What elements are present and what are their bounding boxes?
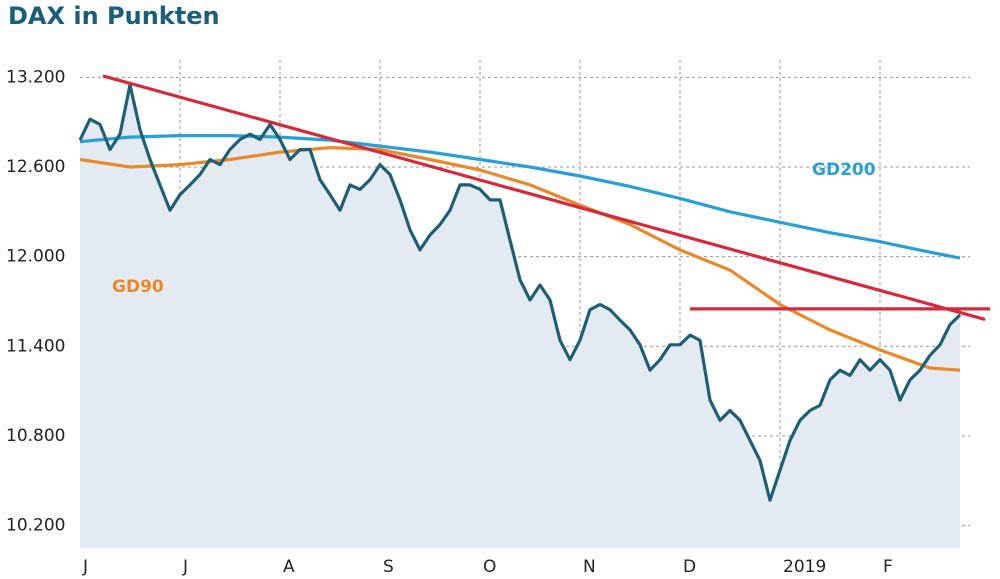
y-tick-label: 12.600 bbox=[6, 157, 65, 177]
series-label: GD90 bbox=[112, 277, 164, 297]
chart-title: DAX in Punkten bbox=[8, 2, 220, 30]
x-tick-label: J bbox=[182, 557, 188, 577]
y-tick-label: 13.200 bbox=[6, 67, 65, 87]
x-tick-label: J bbox=[82, 557, 88, 577]
series-label: GD200 bbox=[812, 160, 876, 180]
x-tick-label: 2019 bbox=[783, 557, 826, 577]
y-tick-label: 11.400 bbox=[6, 336, 65, 356]
line bbox=[78, 83, 962, 502]
line bbox=[102, 74, 986, 321]
line bbox=[79, 134, 961, 260]
x-tick-label: D bbox=[683, 557, 696, 577]
x-tick-label: S bbox=[383, 557, 394, 577]
x-tick-label: O bbox=[483, 557, 496, 577]
x-tick-label: F bbox=[883, 557, 893, 577]
y-tick-label: 10.200 bbox=[6, 516, 65, 536]
line bbox=[79, 146, 961, 372]
x-tick-label: A bbox=[283, 557, 295, 577]
area bbox=[80, 84, 960, 549]
x-tick-label: N bbox=[583, 557, 596, 577]
y-tick-label: 10.800 bbox=[6, 426, 65, 446]
y-tick-label: 12.000 bbox=[6, 247, 65, 267]
